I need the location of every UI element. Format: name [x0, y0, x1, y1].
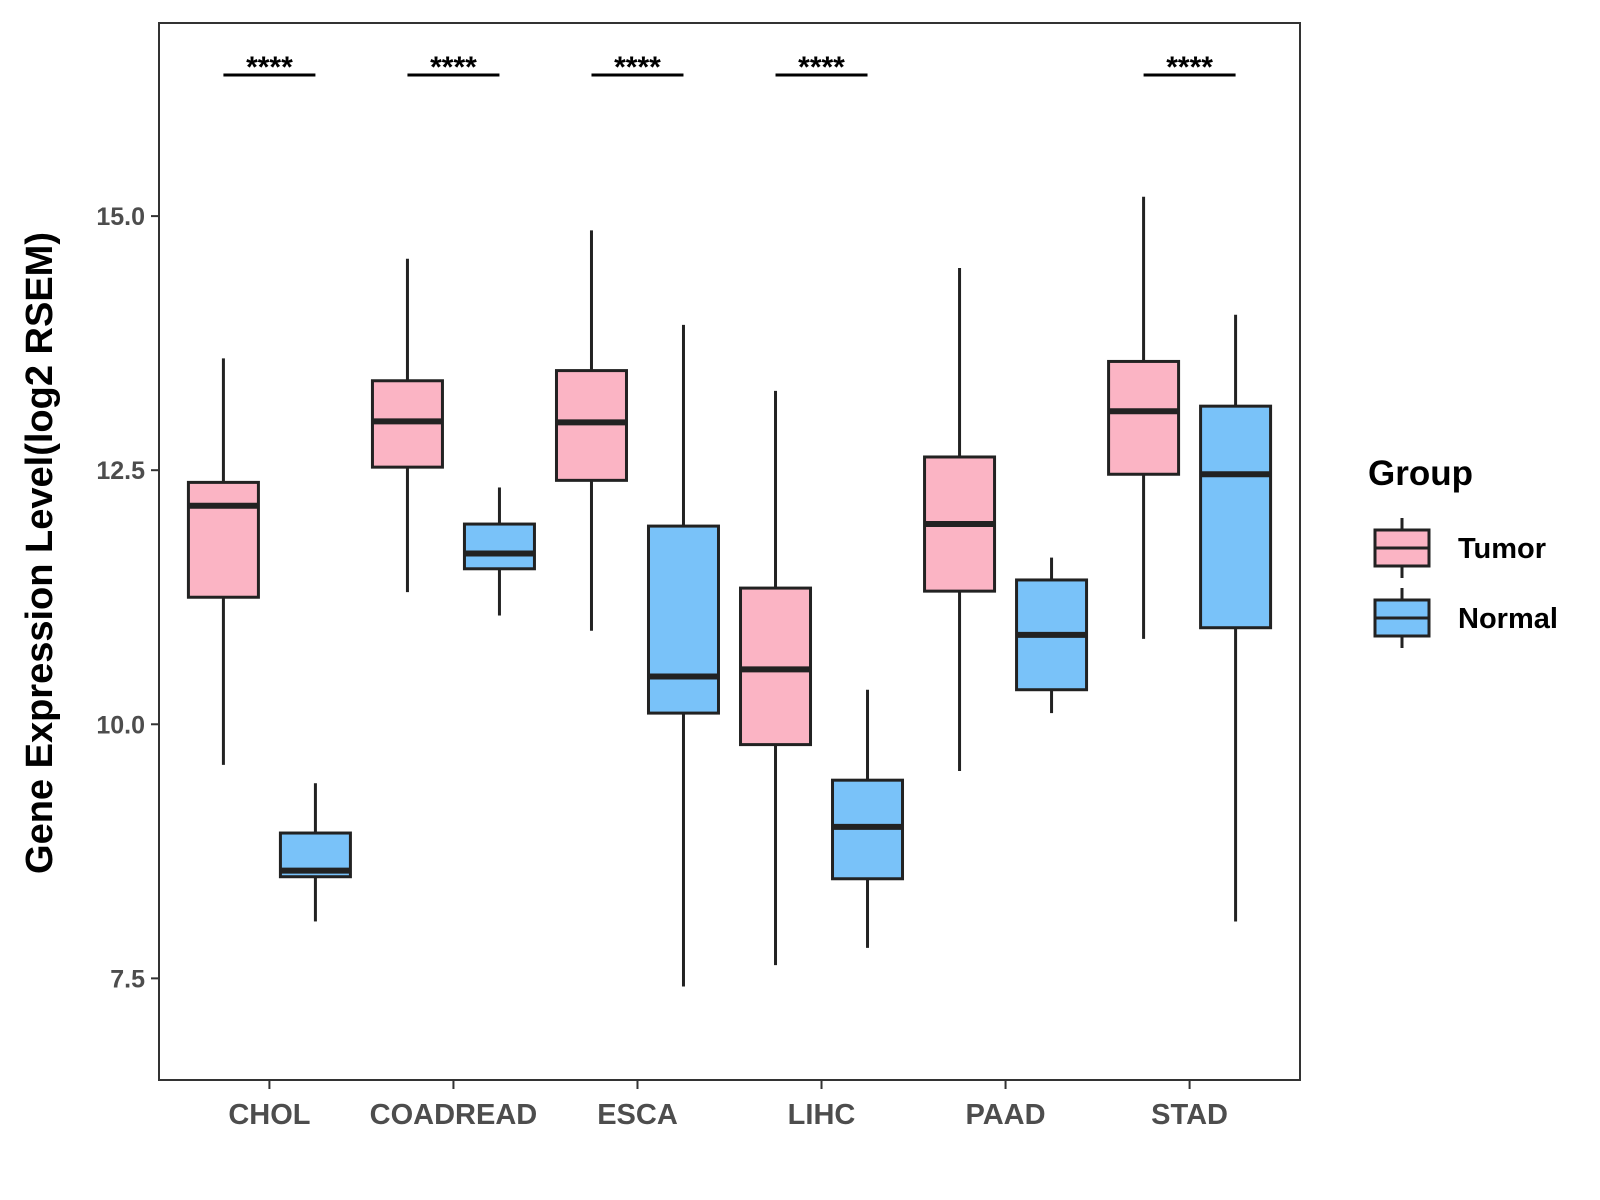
box-normal-esca — [646, 324, 720, 987]
significance-label: **** — [246, 51, 293, 84]
x-tick-label: STAD — [1151, 1099, 1228, 1131]
box-body — [186, 480, 260, 599]
box-tumor-paad — [923, 267, 997, 772]
boxes — [186, 196, 1273, 987]
box-tumor-lihc — [739, 390, 813, 966]
x-tick-label: PAAD — [966, 1099, 1046, 1131]
box-normal-lihc — [831, 689, 905, 948]
y-tick-label: 10.0 — [96, 711, 145, 739]
legend-label-tumor: Tumor — [1458, 533, 1546, 565]
significance-label: **** — [798, 51, 845, 84]
box-tumor-chol — [186, 358, 260, 765]
y-tick-label: 7.5 — [110, 965, 145, 993]
y-tick-label: 12.5 — [96, 457, 145, 485]
box-normal-coadread — [462, 487, 536, 616]
x-tick-label: LIHC — [788, 1099, 856, 1131]
panel-border — [158, 22, 1301, 1081]
box-body — [1107, 359, 1181, 476]
box-normal-chol — [278, 783, 352, 922]
significance-annotations: **** **** **** **** **** — [223, 51, 1236, 84]
significance-label: **** — [614, 51, 661, 84]
significance-label: **** — [1166, 51, 1213, 84]
box-tumor-stad — [1107, 196, 1181, 639]
y-axis: 7.5 10.0 12.5 15.0 — [96, 203, 159, 993]
y-tick-label: 15.0 — [96, 203, 145, 231]
legend: Group Tumor Normal — [1368, 454, 1558, 648]
box-normal-paad — [1015, 557, 1089, 714]
legend-key-tumor — [1373, 518, 1431, 578]
box-body — [554, 369, 628, 482]
legend-title: Group — [1368, 454, 1473, 493]
box-body — [462, 522, 536, 571]
box-body — [646, 524, 720, 715]
box-body — [1199, 404, 1273, 630]
box-body — [739, 586, 813, 747]
legend-label-normal: Normal — [1458, 603, 1558, 635]
y-axis-label: Gene Expression Level(log2 RSEM) — [19, 232, 61, 874]
box-tumor-coadread — [370, 258, 444, 593]
x-axis: CHOL COADREAD ESCA LIHC PAAD STAD — [228, 1080, 1228, 1131]
x-tick-label: COADREAD — [370, 1099, 538, 1131]
box-normal-stad — [1199, 314, 1273, 922]
significance-label: **** — [430, 51, 477, 84]
x-tick-label: CHOL — [228, 1099, 310, 1131]
legend-key-normal — [1373, 588, 1431, 648]
box-tumor-esca — [554, 230, 628, 631]
x-tick-label: ESCA — [597, 1099, 678, 1131]
